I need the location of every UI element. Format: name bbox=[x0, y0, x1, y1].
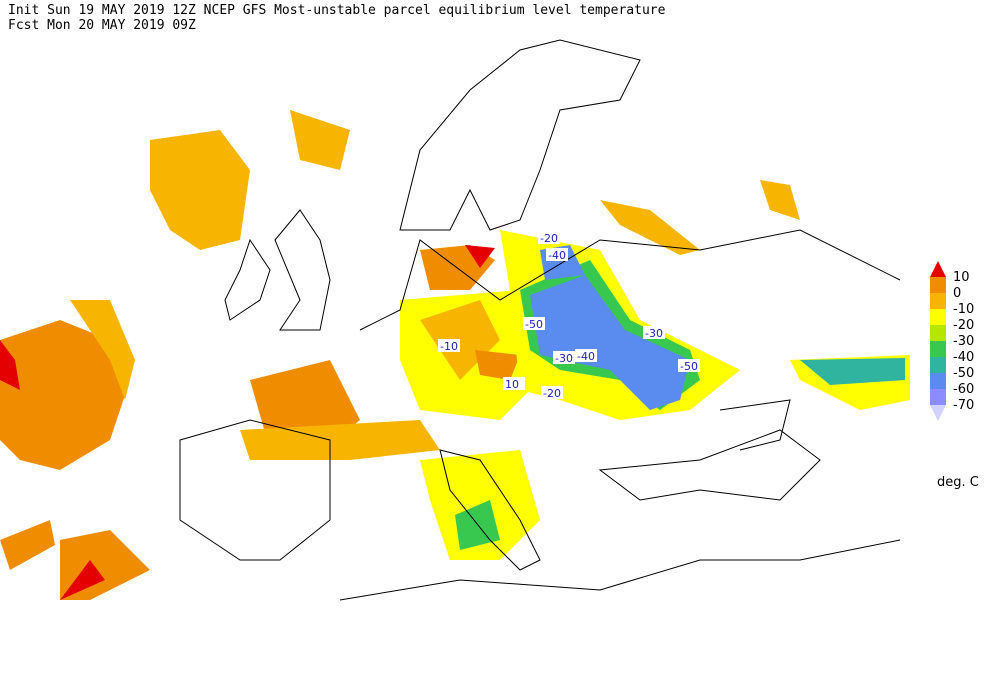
coastline bbox=[359, 229, 901, 331]
coastline bbox=[439, 449, 541, 571]
legend-label: 10 bbox=[953, 270, 970, 285]
legend-label: -30 bbox=[953, 334, 974, 349]
legend-label: -70 bbox=[953, 398, 974, 413]
field-region bbox=[800, 358, 905, 385]
coastlines bbox=[179, 39, 901, 601]
header-fcst: Fcst Mon 20 MAY 2019 09Z bbox=[8, 18, 196, 33]
contour-label: -20 bbox=[540, 232, 558, 245]
contour-label: -40 bbox=[548, 249, 566, 262]
legend-unit: deg. C bbox=[937, 475, 979, 490]
contour-labels: -20 -40 -50 -10 -30 -40 -30 -50 10 -20 bbox=[438, 231, 700, 400]
legend-swatch bbox=[930, 309, 946, 325]
contour-label-bg bbox=[575, 349, 597, 362]
legend-swatch bbox=[930, 389, 946, 405]
legend-swatch bbox=[930, 325, 946, 341]
legend: 100-10-20-30-40-50-60-70 bbox=[930, 261, 974, 421]
legend-label: -60 bbox=[953, 382, 974, 397]
contour-label-bg bbox=[678, 359, 700, 372]
contour-label: -20 bbox=[543, 387, 561, 400]
contour-label-bg bbox=[503, 377, 525, 390]
contour-label-bg bbox=[553, 351, 575, 364]
field-region bbox=[70, 300, 135, 400]
legend-swatch bbox=[930, 373, 946, 389]
legend-label: -20 bbox=[953, 318, 974, 333]
contour-label-bg bbox=[541, 386, 563, 399]
contour-label-bg bbox=[643, 326, 665, 339]
coastline bbox=[719, 399, 791, 451]
legend-swatch bbox=[930, 277, 946, 293]
header-init: Init Sun 19 MAY 2019 12Z NCEP GFS Most-u… bbox=[8, 3, 666, 18]
contour-label: 10 bbox=[505, 378, 519, 391]
contour-label-bg bbox=[438, 339, 460, 352]
legend-swatch bbox=[930, 357, 946, 373]
field-region bbox=[0, 320, 130, 470]
contour-label: -30 bbox=[645, 327, 663, 340]
contour-label: -30 bbox=[555, 352, 573, 365]
field bbox=[0, 110, 910, 600]
field-region bbox=[60, 560, 105, 600]
contour-label: -10 bbox=[440, 340, 458, 353]
legend-swatch bbox=[930, 341, 946, 357]
coastline bbox=[274, 209, 331, 331]
field-region bbox=[475, 350, 520, 380]
contour-label-bg bbox=[546, 248, 568, 261]
legend-swatch bbox=[930, 261, 946, 277]
coastline bbox=[179, 419, 331, 561]
coastline bbox=[224, 238, 271, 321]
legend-label: 0 bbox=[953, 286, 961, 301]
contour-label: -40 bbox=[577, 350, 595, 363]
legend-label: -40 bbox=[953, 350, 974, 365]
contour-label: -50 bbox=[680, 360, 698, 373]
field-region bbox=[150, 130, 250, 250]
contour-label-bg bbox=[538, 231, 560, 244]
field-region bbox=[0, 340, 20, 390]
coastline bbox=[399, 39, 641, 231]
field-region bbox=[465, 245, 495, 268]
field-region bbox=[760, 180, 800, 220]
legend-swatch bbox=[930, 293, 946, 309]
legend-label: -50 bbox=[953, 366, 974, 381]
coastline bbox=[339, 539, 901, 601]
field-region bbox=[600, 200, 700, 255]
legend-label: -10 bbox=[953, 302, 974, 317]
field-region bbox=[0, 520, 55, 570]
coastline bbox=[598, 429, 821, 501]
field-region bbox=[290, 110, 350, 170]
contour-label: -50 bbox=[525, 318, 543, 331]
contour-label-bg bbox=[523, 317, 545, 330]
field-region bbox=[530, 275, 690, 410]
legend-swatch bbox=[930, 405, 946, 421]
